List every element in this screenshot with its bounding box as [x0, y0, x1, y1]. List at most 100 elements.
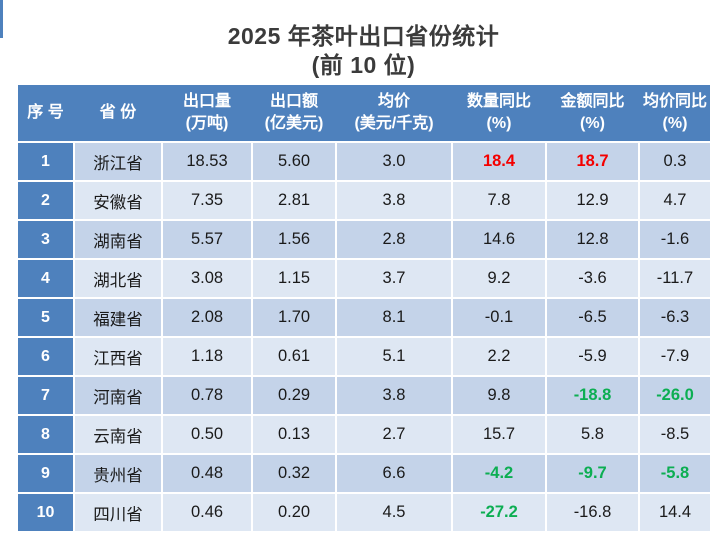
- cell-avg-price: 8.1: [337, 299, 451, 336]
- cell-volume: 1.18: [163, 338, 251, 375]
- header-label: 出口额: [269, 93, 318, 110]
- cell-value-yoy: -18.8: [547, 377, 638, 414]
- cell-price-yoy: -8.5: [640, 416, 710, 453]
- header-unit: (%): [580, 115, 605, 132]
- cell-province: 江西省: [75, 338, 161, 375]
- cell-value: 0.20: [253, 494, 335, 531]
- cell-value: 0.61: [253, 338, 335, 375]
- cell-rank: 1: [18, 143, 73, 180]
- header-label: 出口量: [182, 93, 231, 110]
- cell-volume-yoy: 9.8: [453, 377, 545, 414]
- cell-volume-yoy: 7.8: [453, 182, 545, 219]
- cell-volume: 5.57: [163, 221, 251, 258]
- header-label: 金额同比: [560, 93, 625, 110]
- header-label: 序 号: [27, 104, 64, 121]
- cell-value: 2.81: [253, 182, 335, 219]
- header-unit: (万吨): [185, 115, 229, 132]
- cell-price-yoy: -6.3: [640, 299, 710, 336]
- cell-province: 浙江省: [75, 143, 161, 180]
- table-row: 10 四川省 0.46 0.20 4.5 -27.2 -16.8 14.4: [18, 494, 710, 531]
- table-row: 6 江西省 1.18 0.61 5.1 2.2 -5.9 -7.9: [18, 338, 710, 375]
- cell-price-yoy: -11.7: [640, 260, 710, 297]
- cell-price-yoy: -7.9: [640, 338, 710, 375]
- header-label: 省 份: [99, 104, 137, 121]
- header-unit: (%): [662, 115, 688, 132]
- table-row: 9 贵州省 0.48 0.32 6.6 -4.2 -9.7 -5.8: [18, 455, 710, 492]
- cell-volume-yoy: -0.1: [453, 299, 545, 336]
- cell-volume-yoy: -4.2: [453, 455, 545, 492]
- cell-price-yoy: -5.8: [640, 455, 710, 492]
- cell-avg-price: 3.8: [337, 377, 451, 414]
- table-body: 1 浙江省 18.53 5.60 3.0 18.4 18.7 0.3 2 安徽省…: [18, 143, 710, 531]
- header-label: 均价同比: [642, 93, 707, 110]
- cell-avg-price: 4.5: [337, 494, 451, 531]
- cell-volume-yoy: 2.2: [453, 338, 545, 375]
- cell-rank: 6: [18, 338, 73, 375]
- cell-value-yoy: 18.7: [547, 143, 638, 180]
- cell-volume-yoy: -27.2: [453, 494, 545, 531]
- cell-volume-yoy: 18.4: [453, 143, 545, 180]
- cell-value: 5.60: [253, 143, 335, 180]
- cell-price-yoy: 14.4: [640, 494, 710, 531]
- cell-avg-price: 6.6: [337, 455, 451, 492]
- cell-value: 1.15: [253, 260, 335, 297]
- table-row: 5 福建省 2.08 1.70 8.1 -0.1 -6.5 -6.3: [18, 299, 710, 336]
- cell-volume-yoy: 14.6: [453, 221, 545, 258]
- table-row: 2 安徽省 7.35 2.81 3.8 7.8 12.9 4.7: [18, 182, 710, 219]
- cell-avg-price: 3.8: [337, 182, 451, 219]
- cell-avg-price: 3.0: [337, 143, 451, 180]
- cell-rank: 7: [18, 377, 73, 414]
- table-row: 1 浙江省 18.53 5.60 3.0 18.4 18.7 0.3: [18, 143, 710, 180]
- cell-value-yoy: 12.9: [547, 182, 638, 219]
- cell-province: 四川省: [75, 494, 161, 531]
- cell-value: 0.29: [253, 377, 335, 414]
- cell-volume-yoy: 15.7: [453, 416, 545, 453]
- cell-volume: 3.08: [163, 260, 251, 297]
- header-cell-value: 出口额 (亿美元): [253, 85, 335, 141]
- cell-volume-yoy: 9.2: [453, 260, 545, 297]
- cell-price-yoy: 0.3: [640, 143, 710, 180]
- cell-value: 1.56: [253, 221, 335, 258]
- cell-volume: 18.53: [163, 143, 251, 180]
- header-unit: (美元/千克): [354, 115, 434, 132]
- page-subtitle: (前 10 位): [311, 52, 416, 78]
- cell-rank: 5: [18, 299, 73, 336]
- cell-volume: 0.46: [163, 494, 251, 531]
- cell-volume: 0.50: [163, 416, 251, 453]
- header-cell-volume-yoy: 数量同比 (%): [453, 85, 545, 141]
- cell-avg-price: 3.7: [337, 260, 451, 297]
- cell-province: 贵州省: [75, 455, 161, 492]
- cell-avg-price: 5.1: [337, 338, 451, 375]
- cell-value-yoy: -6.5: [547, 299, 638, 336]
- cell-value-yoy: -5.9: [547, 338, 638, 375]
- cell-province: 安徽省: [75, 182, 161, 219]
- cell-value-yoy: 5.8: [547, 416, 638, 453]
- page-title: 2025 年茶叶出口省份统计: [227, 23, 500, 49]
- table-row: 7 河南省 0.78 0.29 3.8 9.8 -18.8 -26.0: [18, 377, 710, 414]
- header-cell-volume: 出口量 (万吨): [163, 85, 251, 141]
- table-row: 4 湖北省 3.08 1.15 3.7 9.2 -3.6 -11.7: [18, 260, 710, 297]
- table-row: 8 云南省 0.50 0.13 2.7 15.7 5.8 -8.5: [18, 416, 710, 453]
- cell-price-yoy: 4.7: [640, 182, 710, 219]
- cell-province: 湖北省: [75, 260, 161, 297]
- cell-rank: 4: [18, 260, 73, 297]
- cell-volume: 0.78: [163, 377, 251, 414]
- header-cell-price-yoy: 均价同比 (%): [640, 85, 710, 141]
- cell-rank: 10: [18, 494, 73, 531]
- cell-province: 云南省: [75, 416, 161, 453]
- cell-rank: 8: [18, 416, 73, 453]
- header-label: 数量同比: [466, 93, 531, 110]
- cell-price-yoy: -26.0: [640, 377, 710, 414]
- cell-province: 河南省: [75, 377, 161, 414]
- cell-value: 1.70: [253, 299, 335, 336]
- cell-province: 福建省: [75, 299, 161, 336]
- cell-avg-price: 2.7: [337, 416, 451, 453]
- header-unit: (亿美元): [264, 115, 324, 132]
- cell-value: 0.13: [253, 416, 335, 453]
- header-cell-rank: 序 号: [18, 85, 73, 141]
- header-cell-province: 省 份: [75, 85, 161, 141]
- stats-table: 序 号 省 份 出口量 (万吨) 出口额 (亿美元) 均价 (美元/千克) 数量…: [18, 85, 710, 533]
- table-header: 序 号 省 份 出口量 (万吨) 出口额 (亿美元) 均价 (美元/千克) 数量…: [18, 85, 710, 141]
- cell-rank: 2: [18, 182, 73, 219]
